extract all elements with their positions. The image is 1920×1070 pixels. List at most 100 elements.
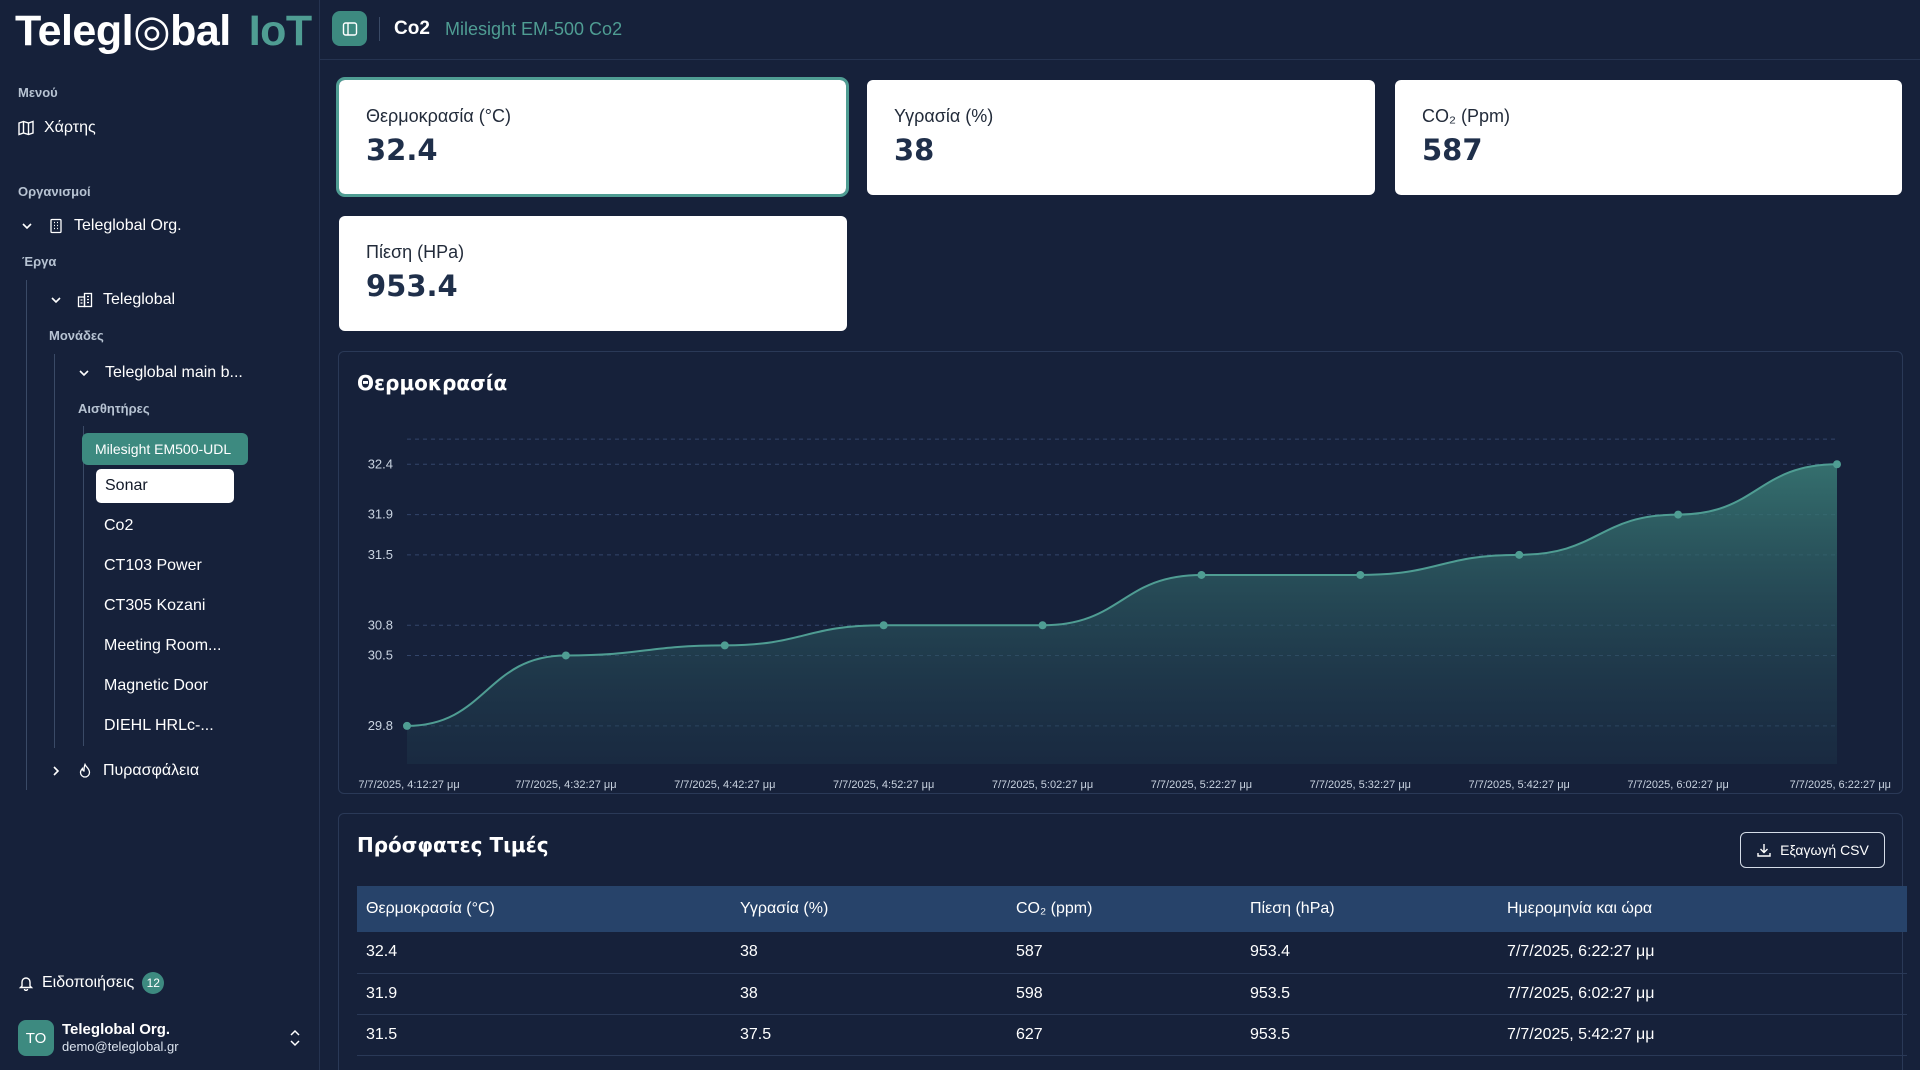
user-name: Teleglobal Org.	[62, 1021, 171, 1038]
column-header[interactable]: Θερμοκρασία (°C)	[366, 900, 495, 917]
table-cell: 953.4	[1241, 932, 1498, 974]
column-header[interactable]: Υγρασία (%)	[740, 900, 829, 917]
sensor-item[interactable]: DIEHL HRLc-...	[104, 717, 214, 734]
table-cell: 38	[731, 932, 1007, 974]
chevron-down-icon[interactable]	[77, 366, 91, 380]
app-logo[interactable]: Telegl◎bal IoT	[15, 6, 312, 56]
table-cell: 7/7/2025, 5:42:27 μμ	[1498, 1014, 1907, 1056]
top-bar: Co2 Milesight EM-500 Co2	[320, 0, 1920, 60]
sensor-item[interactable]: CT103 Power	[104, 557, 202, 574]
export-csv-label: Εξαγωγή CSV	[1780, 842, 1869, 858]
card-value: 587	[1422, 133, 1483, 167]
x-tick-label: 7/7/2025, 6:22:27 μμ	[1790, 779, 1891, 791]
tree-item-label: Teleglobal Org.	[74, 217, 182, 234]
y-tick-label: 32.4	[368, 456, 393, 471]
tree-item-project[interactable]: Teleglobal	[49, 291, 175, 309]
table-cell: 38	[731, 973, 1007, 1015]
chevron-down-icon[interactable]	[49, 293, 63, 307]
y-tick-label: 30.8	[368, 617, 393, 632]
chevron-right-icon[interactable]	[49, 764, 63, 778]
data-point[interactable]	[1833, 460, 1841, 469]
bell-icon	[18, 975, 34, 991]
export-csv-button[interactable]: Εξαγωγή CSV	[1740, 832, 1885, 868]
units-heading: Μονάδες	[49, 328, 104, 343]
chevron-down-icon[interactable]	[20, 219, 34, 233]
column-header[interactable]: CO₂ (ppm)	[1016, 900, 1093, 917]
data-point[interactable]	[1038, 621, 1047, 630]
data-point[interactable]	[561, 651, 570, 660]
sensor-item[interactable]: Meeting Room...	[104, 637, 222, 654]
stat-card-temperature[interactable]: Θερμοκρασία (°C) 32.4	[336, 77, 849, 197]
chevrons-up-down-icon[interactable]	[287, 1028, 303, 1048]
sidebar-item-label: Χάρτης	[44, 119, 96, 136]
data-point[interactable]	[1515, 550, 1524, 559]
sensor-item[interactable]: CT305 Kozani	[104, 597, 206, 614]
menu-heading: Μενού	[18, 85, 58, 100]
sidebar-item-map[interactable]: Χάρτης	[18, 119, 96, 137]
tree-item-label: Teleglobal main b...	[105, 364, 243, 381]
temperature-chart-panel: Θερμοκρασία 29.8 30.5 30.8 31.5 31.9 32.4 7/7…	[338, 351, 1903, 794]
data-point[interactable]	[1356, 570, 1365, 579]
table-row[interactable]: 31.5 37.5 627 953.5 7/7/2025, 5:42:27 μμ	[357, 1014, 1907, 1056]
sensor-item[interactable]: Co2	[104, 517, 134, 534]
stat-card-humidity[interactable]: Υγρασία (%) 38	[867, 80, 1375, 195]
logo-suffix: IoT	[248, 7, 312, 55]
data-point[interactable]	[720, 641, 729, 650]
table-cell: 7/7/2025, 6:22:27 μμ	[1498, 932, 1907, 974]
sensor-item-hover[interactable]: Sonar	[96, 469, 234, 503]
projects-heading: Έργα	[22, 254, 57, 269]
data-point[interactable]	[403, 721, 411, 730]
chart-title: Θερμοκρασία	[357, 371, 508, 395]
column-header[interactable]: Ημερομηνία και ώρα	[1507, 900, 1653, 917]
y-tick-label: 30.5	[368, 647, 393, 662]
tree-item-unit[interactable]: Teleglobal main b...	[77, 364, 243, 382]
table-title: Πρόσφατες Τιμές	[357, 833, 549, 857]
stat-card-co2[interactable]: CO₂ (Ppm) 587	[1395, 80, 1902, 195]
x-tick-label: 7/7/2025, 4:12:27 μμ	[358, 779, 459, 791]
y-tick-label: 31.9	[368, 507, 393, 522]
table-cell: 953.5	[1241, 973, 1498, 1015]
card-value: 953.4	[366, 269, 458, 303]
sensors-heading: Αισθητήρες	[78, 401, 150, 416]
table-header-row: Θερμοκρασία (°C) Υγρασία (%) CO₂ (ppm) Π…	[357, 886, 1907, 932]
sidebar-toggle-button[interactable]	[332, 11, 367, 46]
tree-item-organization[interactable]: Teleglobal Org.	[20, 217, 182, 235]
download-icon	[1757, 844, 1771, 857]
buildings-icon	[77, 292, 93, 308]
table-row[interactable]: 32.4 38 587 953.4 7/7/2025, 6:22:27 μμ	[357, 932, 1907, 974]
organizations-heading: Οργανισμοί	[18, 184, 91, 199]
table-cell: 953.5	[1241, 1014, 1498, 1056]
notifications-item[interactable]: Ειδοποιήσεις 12	[18, 972, 165, 994]
logo-text: Telegl◎bal	[15, 7, 231, 55]
table-cell: 31.9	[357, 973, 731, 1015]
table-cell: 587	[1007, 932, 1241, 974]
x-tick-label: 7/7/2025, 4:42:27 μμ	[674, 779, 775, 791]
card-value: 32.4	[366, 133, 438, 167]
x-tick-label: 7/7/2025, 5:22:27 μμ	[1151, 779, 1252, 791]
data-point[interactable]	[879, 621, 888, 630]
series-line	[406, 463, 1838, 727]
temperature-chart: 29.8 30.5 30.8 31.5 31.9 32.4 7/7/2025, 4:12:…	[358, 438, 1891, 791]
recent-values-panel: Πρόσφατες Τιμές Εξαγωγή CSV Θερμοκρασία …	[338, 813, 1907, 1070]
user-menu[interactable]: TO Teleglobal Org. demo@teleglobal.gr	[18, 1018, 303, 1058]
column-header[interactable]: Πίεση (hPa)	[1250, 900, 1335, 917]
data-point[interactable]	[1674, 510, 1683, 519]
data-point[interactable]	[1197, 570, 1206, 579]
tree-item-fire-unit[interactable]: Πυρασφάλεια	[49, 762, 199, 780]
table-cell: 37.5	[731, 1014, 1007, 1056]
x-tick-label: 7/7/2025, 5:32:27 μμ	[1310, 779, 1411, 791]
user-email: demo@teleglobal.gr	[62, 1039, 179, 1054]
card-value: 38	[894, 133, 935, 167]
sensor-item-active[interactable]: Milesight EM500-UDL	[82, 433, 248, 465]
card-label: CO₂ (Ppm)	[1422, 106, 1510, 126]
x-tick-label: 7/7/2025, 4:32:27 μμ	[515, 779, 616, 791]
stat-card-pressure[interactable]: Πίεση (HPa) 953.4	[339, 216, 847, 331]
recent-values-table: Θερμοκρασία (°C) Υγρασία (%) CO₂ (ppm) Π…	[357, 886, 1907, 1056]
sidebar: Telegl◎bal IoT Μενού Χάρτης Οργανισμοί Te…	[0, 0, 320, 1070]
table-row[interactable]: 31.9 38 598 953.5 7/7/2025, 6:02:27 μμ	[357, 973, 1907, 1015]
sensor-item[interactable]: Magnetic Door	[104, 677, 209, 694]
tree-guide-line	[26, 280, 27, 790]
table-cell: 7/7/2025, 6:02:27 μμ	[1498, 973, 1907, 1015]
building-icon	[48, 218, 64, 234]
map-icon	[18, 120, 34, 136]
